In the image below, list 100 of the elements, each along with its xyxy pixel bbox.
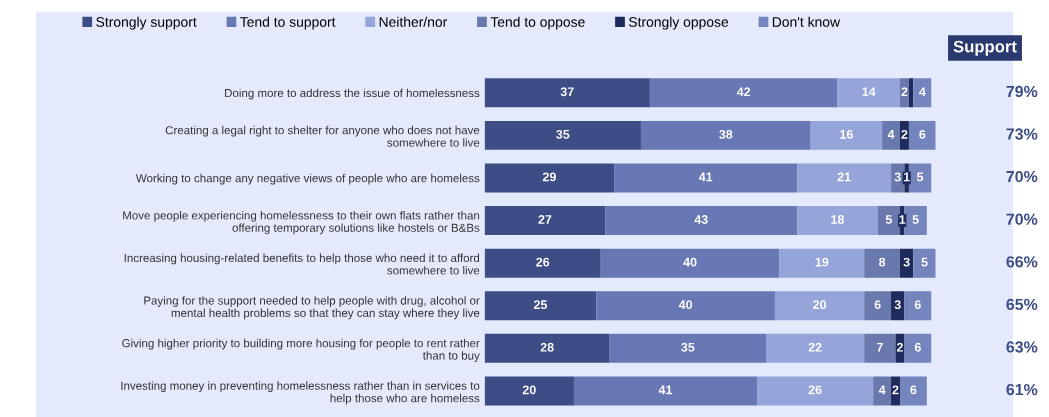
- bar: [904, 333, 932, 363]
- bar: [605, 206, 798, 236]
- bar: [913, 248, 936, 278]
- legend-label: Strongly support: [96, 16, 197, 30]
- bar: [913, 78, 932, 108]
- data-label: 14: [862, 87, 876, 97]
- data-label: 6: [919, 129, 926, 139]
- text: 61%: [1006, 383, 1038, 396]
- data-label: 28: [540, 342, 554, 352]
- text: 73%: [1006, 128, 1038, 140]
- data-label: 22: [808, 342, 822, 352]
- bar: [600, 248, 780, 278]
- data-label: 6: [914, 300, 921, 310]
- data-label: 20: [522, 385, 536, 395]
- bar: [904, 206, 927, 236]
- bar: [484, 376, 574, 406]
- data-label: 29: [542, 172, 556, 182]
- text: 79%: [1006, 85, 1038, 98]
- bar: [837, 78, 900, 108]
- bar: [766, 333, 865, 363]
- text: 70%: [1006, 170, 1038, 183]
- data-label: 1: [903, 172, 910, 182]
- data-label: 43: [694, 215, 708, 224]
- data-label: 37: [560, 87, 574, 97]
- bar: [899, 376, 927, 406]
- data-label: 35: [681, 342, 695, 352]
- data-label: 5: [921, 257, 928, 267]
- data-label: 27: [538, 215, 552, 224]
- data-label: 3: [894, 172, 901, 182]
- bar: [864, 291, 892, 321]
- bar: [484, 248, 601, 278]
- bar: [484, 120, 641, 150]
- bar: [864, 248, 900, 278]
- bar: [757, 376, 874, 406]
- bar: [810, 120, 883, 150]
- bar: [877, 206, 900, 236]
- bar: [908, 120, 936, 150]
- text: 65%: [1006, 298, 1038, 311]
- y-tick-label: Working to change any negative views of people who are homeless: [135, 173, 480, 185]
- bar: [596, 291, 775, 321]
- bar: [873, 376, 892, 406]
- data-label: 3: [903, 257, 910, 267]
- data-label: 25: [533, 300, 548, 310]
- bar: [484, 333, 610, 363]
- data-label: 4: [887, 130, 895, 139]
- bar: [649, 78, 838, 108]
- data-label: 5: [885, 215, 892, 224]
- bar: [484, 163, 615, 193]
- data-label: 40: [678, 300, 693, 310]
- data-label: 2: [896, 342, 903, 352]
- y-tick-label: Doing more to address the issue of homelessness: [225, 88, 480, 100]
- bar: [891, 291, 905, 321]
- bar: [864, 333, 896, 363]
- data-label: 18: [831, 215, 845, 224]
- y-tick-label: Creating a legal right to shelter for anyone who does not have somewhere to live: [165, 125, 480, 147]
- bar: [484, 78, 650, 108]
- bar: [640, 120, 811, 150]
- y-tick-label: Investing money in preventing homelessness rather than in services to help those who are homeless: [121, 381, 480, 405]
- bar: [882, 120, 900, 150]
- data-label: 41: [698, 172, 713, 182]
- y-tick-label: Move people experiencing homelessness to their own flats rather than offering temporary solutions like hostels or B&Bs: [123, 211, 480, 235]
- legend-label: Neither/nor: [379, 16, 448, 27]
- data-label: 42: [736, 87, 751, 97]
- text: 63%: [1006, 341, 1038, 353]
- bar: [573, 376, 758, 406]
- data-label: 7: [876, 342, 883, 352]
- bar: [779, 248, 865, 278]
- data-label: 6: [914, 342, 921, 352]
- bar: [904, 291, 932, 321]
- bar: [908, 78, 914, 108]
- y-tick-label: Paying for the support needed to help people with drug, alcohol or mental health problems so that they can stay where they live: [144, 296, 480, 320]
- text: 70%: [1006, 213, 1038, 225]
- legend-label: Strongly oppose: [628, 16, 729, 30]
- legend-label: Tend to support: [240, 16, 336, 30]
- data-label: 19: [815, 257, 829, 267]
- data-label: 35: [556, 129, 570, 139]
- bar: [774, 291, 865, 321]
- data-label: 2: [901, 129, 908, 139]
- bar: [484, 291, 597, 321]
- data-label: 21: [837, 172, 851, 182]
- data-label: 8: [879, 257, 886, 267]
- data-label: 5: [916, 172, 924, 182]
- bar: [797, 163, 892, 193]
- bar: [614, 163, 798, 193]
- bar: [797, 206, 878, 236]
- data-label: 38: [719, 129, 733, 139]
- data-label: 16: [840, 129, 853, 139]
- data-label: 5: [912, 215, 919, 224]
- data-label: 41: [658, 385, 673, 395]
- data-label: 26: [536, 257, 550, 267]
- data-label: 4: [878, 385, 886, 395]
- data-label: 3: [894, 300, 901, 310]
- data-label: 6: [874, 300, 881, 310]
- data-label: 4: [919, 87, 926, 97]
- bar: [484, 206, 606, 236]
- data-label: 26: [808, 385, 822, 395]
- data-label: 2: [901, 87, 908, 97]
- data-label: 1: [899, 215, 906, 224]
- bar: [899, 248, 914, 278]
- text: 66%: [1006, 256, 1038, 268]
